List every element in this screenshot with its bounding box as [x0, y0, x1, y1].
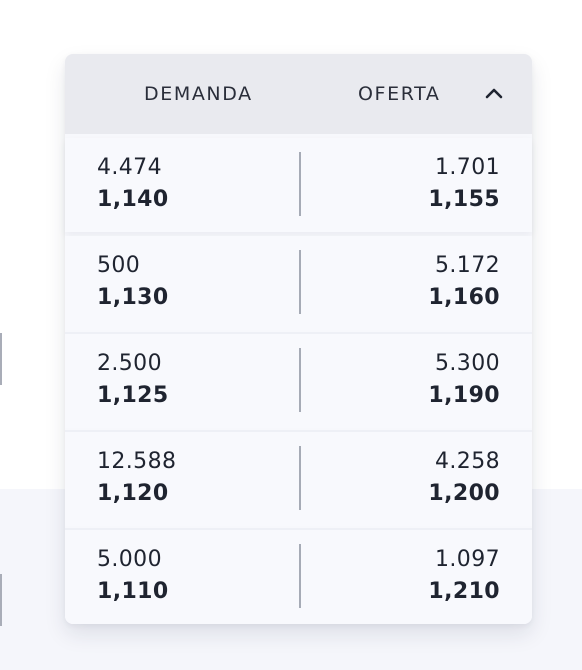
- column-divider: [299, 446, 301, 510]
- ask-quantity: 5.172: [435, 253, 500, 278]
- bid-cell: 12.588 1,120: [97, 446, 176, 510]
- column-divider: [299, 544, 301, 608]
- ask-cell: 1.097 1,210: [428, 544, 500, 608]
- edge-divider: [0, 574, 2, 626]
- ask-quantity: 5.300: [435, 351, 500, 376]
- row-separator: [65, 332, 532, 334]
- bid-price: 1,140: [97, 187, 169, 212]
- ask-cell: 5.172 1,160: [428, 250, 500, 314]
- bid-quantity: 4.474: [97, 155, 162, 180]
- bid-cell: 500 1,130: [97, 250, 169, 314]
- column-divider: [299, 152, 301, 216]
- ask-column-header: OFERTA: [358, 83, 441, 105]
- bid-quantity: 5.000: [97, 547, 162, 572]
- bid-column-header: DEMANDA: [144, 83, 253, 105]
- bid-cell: 5.000 1,110: [97, 544, 169, 608]
- order-book-row[interactable]: 500 1,130 5.172 1,160: [65, 236, 532, 330]
- column-divider: [299, 250, 301, 314]
- ask-quantity: 4.258: [435, 449, 500, 474]
- row-separator: [65, 528, 532, 530]
- bid-price: 1,110: [97, 579, 169, 604]
- ask-price: 1,155: [428, 187, 500, 212]
- ask-price: 1,160: [428, 285, 500, 310]
- bid-price: 1,130: [97, 285, 169, 310]
- ask-cell: 5.300 1,190: [428, 348, 500, 412]
- ask-price: 1,210: [428, 579, 500, 604]
- bid-cell: 4.474 1,140: [97, 152, 169, 216]
- chevron-up-icon: [485, 88, 503, 99]
- order-book-row[interactable]: 12.588 1,120 4.258 1,200: [65, 430, 532, 526]
- order-book-panel: DEMANDA OFERTA 4.474 1,140 1.701 1,155 5…: [65, 54, 532, 624]
- column-divider: [299, 348, 301, 412]
- ask-cell: 4.258 1,200: [428, 446, 500, 510]
- bid-cell: 2.500 1,125: [97, 348, 169, 412]
- ask-price: 1,200: [428, 481, 500, 506]
- order-book-header: DEMANDA OFERTA: [65, 54, 532, 134]
- collapse-button[interactable]: [479, 78, 509, 108]
- bid-quantity: 500: [97, 253, 141, 278]
- order-book-row[interactable]: 4.474 1,140 1.701 1,155: [65, 138, 532, 232]
- ask-cell: 1.701 1,155: [428, 152, 500, 216]
- ask-quantity: 1.701: [435, 155, 500, 180]
- bid-price: 1,120: [97, 481, 169, 506]
- bid-quantity: 12.588: [97, 449, 177, 474]
- bid-quantity: 2.500: [97, 351, 162, 376]
- edge-divider: [0, 333, 2, 385]
- row-separator: [65, 430, 532, 432]
- ask-quantity: 1.097: [435, 547, 500, 572]
- order-book-row[interactable]: 2.500 1,125 5.300 1,190: [65, 332, 532, 428]
- bid-price: 1,125: [97, 383, 169, 408]
- order-book-row[interactable]: 5.000 1,110 1.097 1,210: [65, 528, 532, 624]
- ask-price: 1,190: [428, 383, 500, 408]
